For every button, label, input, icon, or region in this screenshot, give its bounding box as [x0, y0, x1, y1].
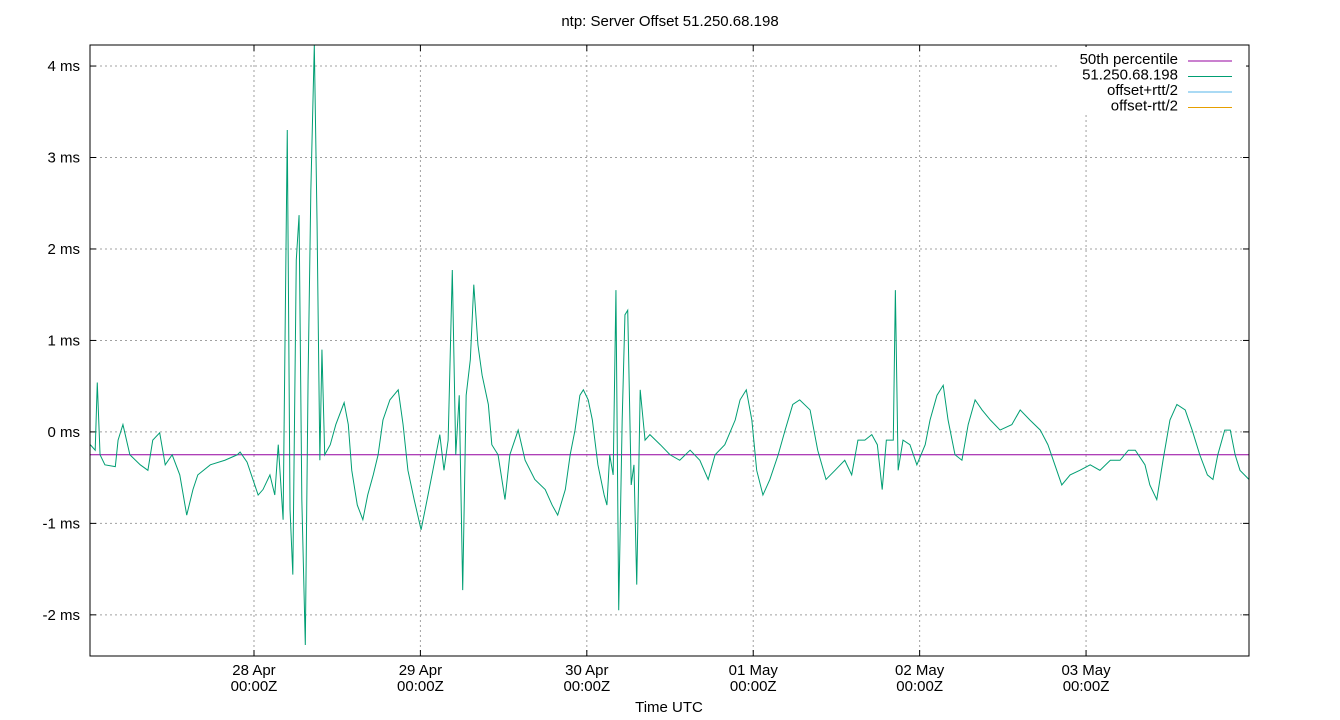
legend-label: 50th percentile — [1080, 51, 1178, 68]
x-tick-label-line: 00:00Z — [231, 678, 278, 695]
series-line — [90, 45, 1249, 646]
y-tick-label: -1 ms — [43, 515, 81, 532]
y-tick-label: 2 ms — [47, 241, 80, 258]
chart-title: ntp: Server Offset 51.250.68.198 — [561, 13, 778, 30]
x-tick-label-line: 00:00Z — [1063, 678, 1110, 695]
legend-background — [1060, 47, 1246, 115]
x-tick-label: 03 May 00:00Z — [1061, 662, 1111, 695]
legend-label: 51.250.68.198 — [1082, 67, 1178, 84]
x-tick-label-line: 00:00Z — [730, 678, 777, 695]
x-tick-label-line: 30 Apr — [565, 662, 608, 679]
y-tick-label: 0 ms — [47, 424, 80, 441]
y-tick-label: 4 ms — [47, 58, 80, 75]
y-tick-label: -2 ms — [43, 607, 81, 624]
x-tick-label-line: 00:00Z — [563, 678, 610, 695]
x-tick-label-line: 01 May — [729, 662, 779, 679]
legend-label: offset-rtt/2 — [1111, 98, 1178, 115]
x-axis-label: Time UTC — [635, 699, 703, 716]
x-tick-label: 29 Apr 00:00Z — [397, 662, 444, 695]
x-tick-label-line: 28 Apr — [232, 662, 275, 679]
x-tick-label-line: 02 May — [895, 662, 945, 679]
x-tick-label: 01 May 00:00Z — [729, 662, 779, 695]
x-tick-label-line: 29 Apr — [399, 662, 442, 679]
legend-label: offset+rtt/2 — [1107, 82, 1178, 99]
x-tick-label: 30 Apr 00:00Z — [563, 662, 610, 695]
x-tick-label-line: 00:00Z — [896, 678, 943, 695]
x-tick-label: 02 May 00:00Z — [895, 662, 945, 695]
y-tick-label: 1 ms — [47, 332, 80, 349]
x-tick-label-line: 00:00Z — [397, 678, 444, 695]
x-tick-label-line: 03 May — [1061, 662, 1111, 679]
x-tick-label: 28 Apr 00:00Z — [231, 662, 278, 695]
y-tick-label: 3 ms — [47, 150, 80, 167]
plot-frame — [89, 44, 1250, 657]
